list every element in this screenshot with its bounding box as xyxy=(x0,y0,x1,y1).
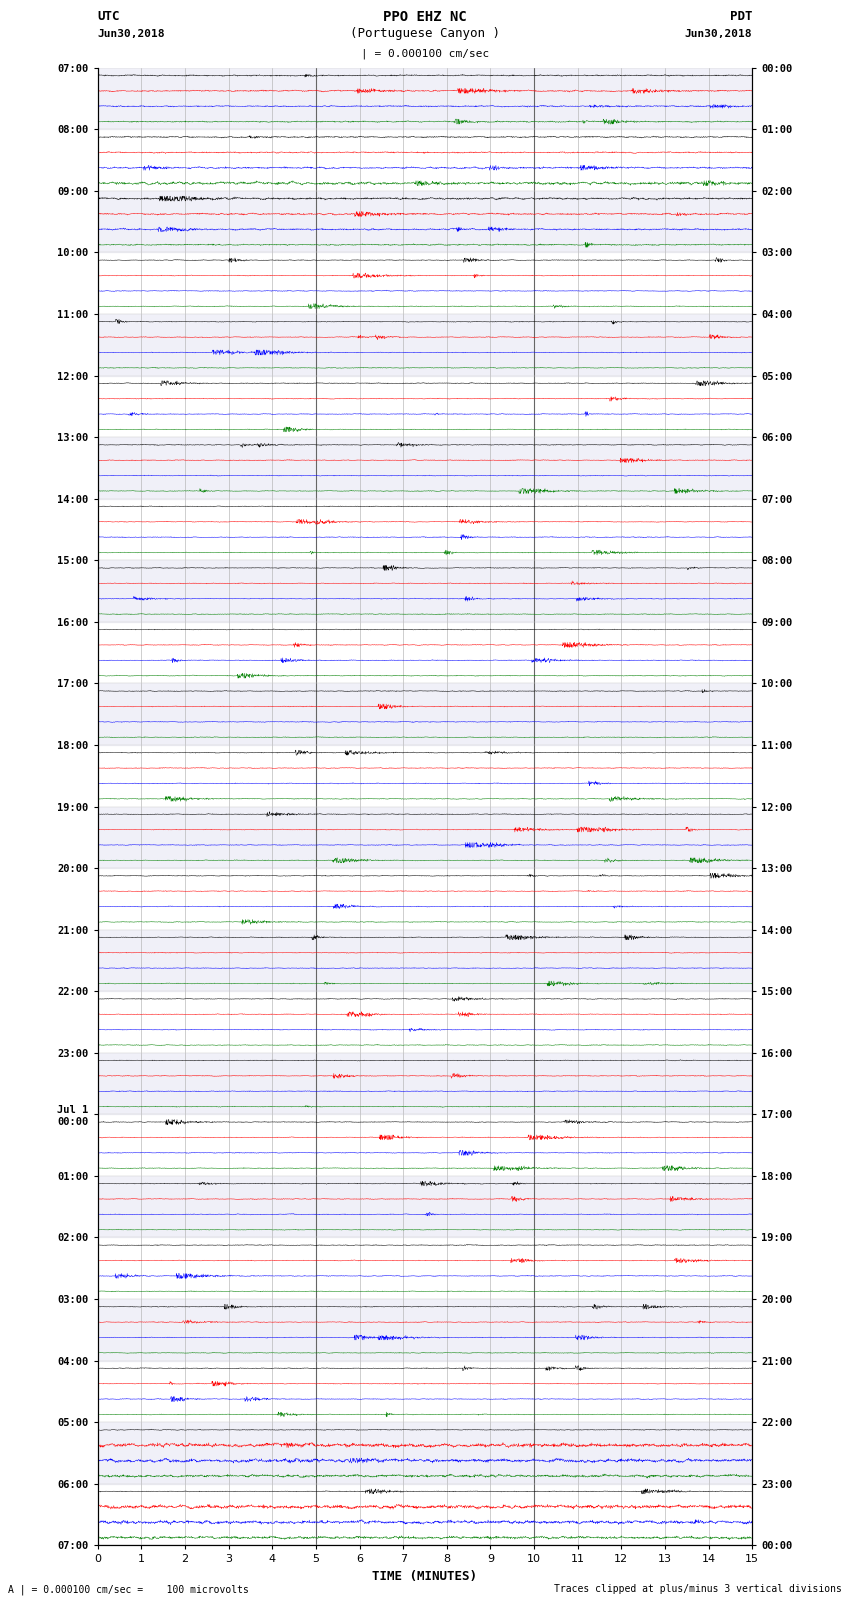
Bar xyxy=(98,560,752,623)
Text: (Portuguese Canyon ): (Portuguese Canyon ) xyxy=(350,27,500,40)
Text: PPO EHZ NC: PPO EHZ NC xyxy=(383,10,467,24)
Bar xyxy=(98,190,752,253)
Bar xyxy=(98,437,752,498)
Text: Traces clipped at plus/minus 3 vertical divisions: Traces clipped at plus/minus 3 vertical … xyxy=(553,1584,842,1594)
Bar xyxy=(98,1423,752,1484)
Bar xyxy=(98,68,752,129)
Text: Jun30,2018: Jun30,2018 xyxy=(685,29,752,39)
Text: UTC: UTC xyxy=(98,10,120,24)
Bar xyxy=(98,806,752,868)
Bar xyxy=(98,1053,752,1115)
Text: Jun30,2018: Jun30,2018 xyxy=(98,29,165,39)
Bar xyxy=(98,315,752,376)
Text: | = 0.000100 cm/sec: | = 0.000100 cm/sec xyxy=(361,48,489,60)
Text: PDT: PDT xyxy=(730,10,752,24)
Bar xyxy=(98,929,752,992)
Bar xyxy=(98,684,752,745)
Bar xyxy=(98,1298,752,1361)
Bar xyxy=(98,1176,752,1237)
X-axis label: TIME (MINUTES): TIME (MINUTES) xyxy=(372,1569,478,1582)
Text: A | = 0.000100 cm/sec =    100 microvolts: A | = 0.000100 cm/sec = 100 microvolts xyxy=(8,1584,249,1595)
